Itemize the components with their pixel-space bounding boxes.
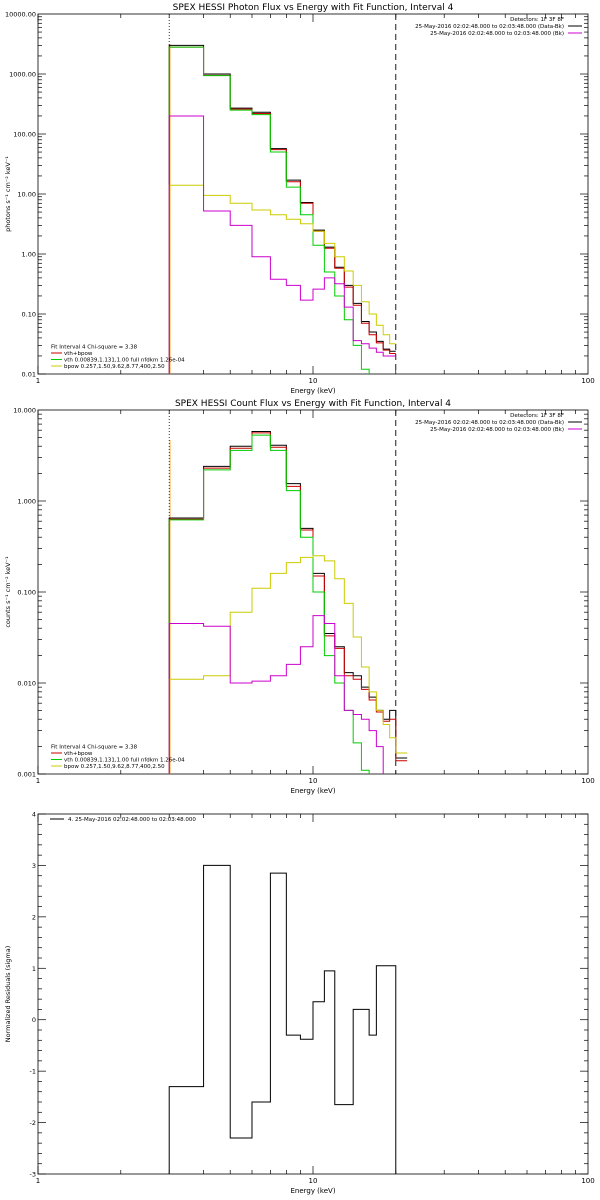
y-tick-label: 0.10	[22, 311, 36, 319]
legend-entry: 25-May-2016 02:02:48.000 to 02:03:48.000…	[415, 420, 564, 426]
y-tick-label: 10000.00	[5, 11, 36, 19]
legend-entry: 25-May-2016 02:02:48.000 to 02:03:48.000…	[415, 24, 564, 30]
y-tick-label: 1.000	[17, 498, 36, 506]
x-tick-label: 1	[36, 777, 40, 785]
x-axis-label: Energy (keV)	[290, 1187, 335, 1195]
legend-entry: 25-May-2016 02:02:48.000 to 02:03:48.000…	[430, 427, 564, 433]
y-tick-label: -2	[30, 1119, 36, 1127]
series-background-line	[168, 615, 384, 774]
series-vth-line	[168, 46, 370, 374]
plot-area	[168, 864, 397, 1174]
series-background-line	[168, 115, 396, 374]
y-tick-label: 1	[32, 965, 36, 973]
y-tick-label: 10.000	[13, 407, 36, 415]
x-tick-label: 100	[581, 377, 594, 385]
series-vth-line	[168, 434, 370, 774]
y-axis-label: photons s⁻¹ cm⁻² keV⁻¹	[4, 156, 12, 232]
legend-entry: vth 0.00839,1.131,1.00 full nfdkm 1.26e-…	[64, 758, 185, 764]
legend-entry: vth+bpow	[64, 351, 93, 357]
series-bpow-line	[168, 184, 396, 374]
y-tick-label: 0.010	[17, 680, 36, 688]
chart-title: SPEX HESSI Count Flux vs Energy with Fit…	[175, 399, 451, 409]
y-tick-label: 2	[32, 913, 36, 921]
plot-frame	[37, 13, 589, 375]
legend-entry: 25-May-2016 02:02:48.000 to 02:03:48.000…	[430, 31, 564, 37]
residuals-panel: 1 10 100 Energy (keV) -3 -2 -1 0 1 2 3 4 Normalized …	[4, 811, 595, 1196]
series-data-line	[168, 431, 408, 774]
legend-entry: bpow 0.257,1.50,9.62,8.77,400,2.50	[64, 364, 165, 370]
legend-entry: bpow 0.257,1.50,9.62,8.77,400,2.50	[64, 764, 165, 770]
series-data-line	[168, 864, 397, 1174]
y-tick-label: 0.01	[22, 371, 36, 379]
plot-area	[168, 410, 408, 774]
x-tick-label: 10	[309, 777, 318, 785]
legend-entry: Fit Interval 4 Chi-square = 3.38	[51, 745, 138, 751]
x-tick-label: 10	[309, 1177, 318, 1185]
legend-entry: Detectors: 1F 3F 8F	[510, 413, 564, 419]
x-tick-label: 1	[36, 377, 40, 385]
y-tick-label: 3	[32, 862, 36, 870]
x-tick-label: 100	[581, 777, 594, 785]
x-axis-label: Energy (keV)	[290, 387, 335, 395]
legend-entry: Fit Interval 4 Chi-square = 3.38	[51, 345, 138, 351]
chart-title: SPEX HESSI Photon Flux vs Energy with Fi…	[173, 3, 454, 13]
y-tick-label: 4	[32, 811, 36, 819]
plot-frame	[37, 813, 589, 1175]
x-tick-label: 100	[581, 1177, 594, 1185]
y-axis-label: Normalized Residuals (sigma)	[4, 946, 12, 1043]
series-bpow-line	[168, 555, 408, 774]
y-axis-label: counts s⁻¹ cm⁻² keV⁻¹	[4, 556, 12, 628]
plot-area	[168, 14, 397, 374]
y-tick-label: 0.001	[17, 771, 36, 779]
y-tick-label: 0	[32, 1016, 36, 1024]
y-tick-label: 0.100	[17, 589, 36, 597]
y-tick-label: -3	[30, 1171, 36, 1179]
legend-entry: 4. 25-May-2016 02:02:48.000 to 02:03:48.…	[68, 817, 196, 823]
count-flux-panel: SPEX HESSI Count Flux vs Energy with Fit…	[4, 399, 595, 795]
photon-flux-panel: SPEX HESSI Photon Flux vs Energy with Fi…	[4, 3, 595, 395]
legend-entry: vth 0.00839,1.131,1.00 full nfdkm 1.26e-…	[64, 358, 185, 364]
y-tick-label: 100.00	[13, 131, 36, 139]
x-tick-label: 10	[309, 377, 318, 385]
legend-entry: vth+bpow	[64, 751, 93, 757]
y-tick-label: -1	[30, 1068, 36, 1076]
y-tick-label: 1000.00	[9, 71, 36, 79]
y-tick-label: 10.00	[17, 191, 36, 199]
legend-entry: Detectors: 1F 3F 8F	[510, 17, 564, 23]
y-tick-label: 1.00	[22, 251, 36, 259]
x-tick-label: 1	[36, 1177, 40, 1185]
x-axis-label: Energy (keV)	[290, 787, 335, 795]
